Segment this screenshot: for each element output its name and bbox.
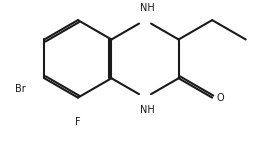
Text: O: O <box>217 93 224 103</box>
Text: Br: Br <box>15 84 26 94</box>
Text: NH: NH <box>140 105 154 115</box>
Text: NH: NH <box>140 3 154 13</box>
Text: F: F <box>75 117 81 127</box>
